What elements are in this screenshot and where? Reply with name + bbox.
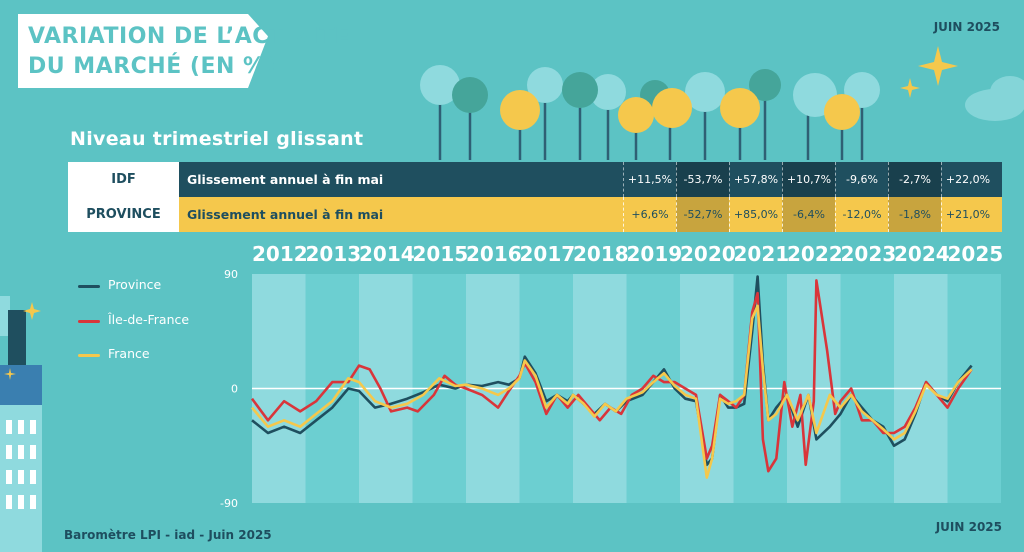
series-line-france	[251, 304, 973, 479]
table-cell: +22,0%	[941, 162, 994, 197]
legend-swatch	[78, 320, 100, 323]
y-tick-label: 90	[224, 268, 238, 281]
row-description: Glissement annuel à fin mai	[187, 207, 384, 222]
table-cell: -12,0%	[835, 197, 888, 232]
year-label: 2013	[305, 242, 362, 266]
y-tick-label: 0	[231, 383, 238, 396]
title-line-2: DU MARCHÉ (EN %)	[28, 54, 277, 79]
building-illustration	[0, 296, 42, 552]
row-label: IDF	[68, 162, 179, 197]
row-description: Glissement annuel à fin mai	[187, 172, 384, 187]
legend-item: Île-de-France	[78, 311, 218, 331]
title-line-1: VARIATION DE L’ACTIVITÉ	[28, 24, 351, 49]
year-label: 2023	[840, 242, 897, 266]
year-label: 2019	[626, 242, 683, 266]
legend-item: France	[78, 345, 218, 365]
table-row: PROVINCE Glissement annuel à fin mai +6,…	[68, 197, 1002, 232]
section-subtitle: Niveau trimestriel glissant	[70, 128, 364, 150]
year-label: 2016	[466, 242, 522, 266]
table-cell: -1,8%	[888, 197, 941, 232]
table-cell: -6,4%	[782, 197, 835, 232]
row-body: Glissement annuel à fin mai +6,6% -52,7%…	[179, 197, 1002, 232]
legend-item: Province	[78, 276, 218, 296]
table-cell: +6,6%	[623, 197, 676, 232]
year-label: 2021	[733, 242, 790, 266]
table-cell: -9,6%	[835, 162, 888, 197]
growth-table: IDF Glissement annuel à fin mai +11,5% -…	[68, 162, 1002, 232]
series-line--le-de-france	[250, 279, 973, 473]
legend-swatch	[78, 354, 100, 357]
year-label: 2017	[519, 242, 576, 266]
date-top: JUIN 2025	[933, 20, 1000, 34]
year-label: 2015	[412, 242, 469, 266]
legend-label: France	[108, 346, 150, 361]
year-labels: 2012 2013 2014 2015 2016 2017 2018 2019 2020 2021…	[0, 242, 1024, 274]
year-label: 2012	[252, 242, 308, 266]
y-tick-label: -90	[220, 497, 238, 510]
table-row: IDF Glissement annuel à fin mai +11,5% -…	[68, 162, 1002, 197]
legend-label: Province	[108, 277, 162, 292]
row-body: Glissement annuel à fin mai +11,5% -53,7…	[179, 162, 1002, 197]
page-title: VARIATION DE L’ACTIVITÉ DU MARCHÉ (EN %)	[28, 22, 350, 82]
year-label: 2024	[894, 242, 950, 266]
table-cell: -52,7%	[676, 197, 729, 232]
sparkle-icon	[900, 46, 958, 98]
row-label: PROVINCE	[68, 197, 179, 232]
year-label: 2018	[573, 242, 629, 266]
table-cell: -2,7%	[888, 162, 941, 197]
table-cell: +85,0%	[729, 197, 782, 232]
date-bottom: JUIN 2025	[935, 520, 1002, 534]
year-label: 2025	[947, 242, 1004, 266]
table-cell: +11,5%	[623, 162, 676, 197]
year-label: 2014	[359, 242, 415, 266]
table-cell: +57,8%	[729, 162, 782, 197]
cloud-icon	[965, 76, 1024, 121]
table-cell: +21,0%	[941, 197, 994, 232]
legend-label: Île-de-France	[108, 312, 190, 327]
trees-illustration	[420, 65, 880, 160]
table-cell: -53,7%	[676, 162, 729, 197]
year-label: 2020	[680, 242, 736, 266]
year-label: 2022	[787, 242, 843, 266]
source-footer: Baromètre LPI - iad - Juin 2025	[64, 528, 272, 542]
title-banner	[18, 14, 268, 88]
table-cell: +10,7%	[782, 162, 835, 197]
legend-swatch	[78, 285, 100, 288]
